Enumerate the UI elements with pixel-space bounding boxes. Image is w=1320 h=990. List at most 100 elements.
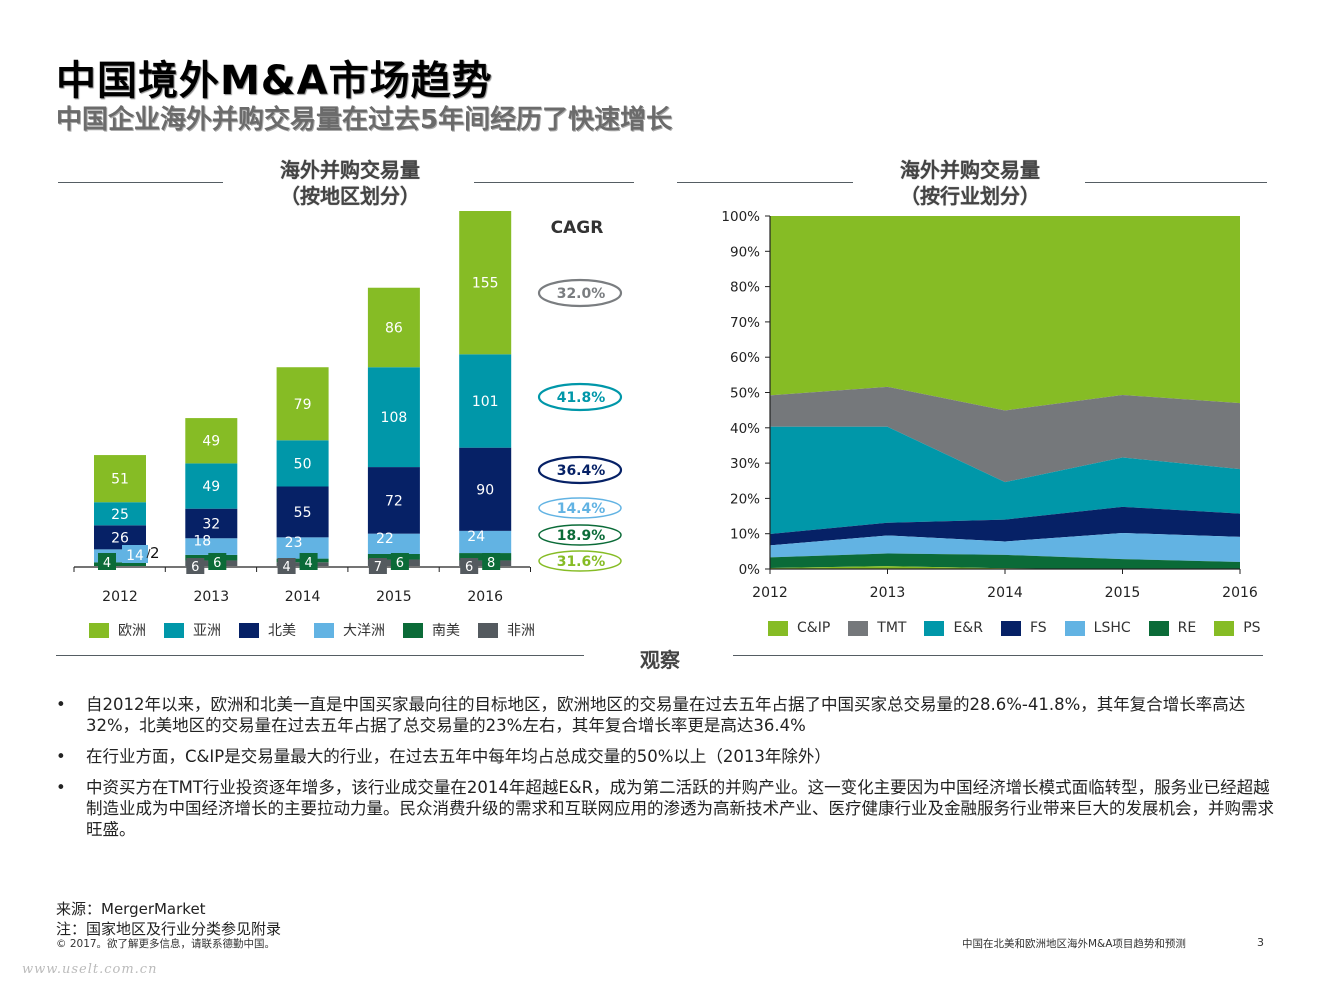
cagr-title: CAGR [551,218,604,238]
legend-swatch [164,622,184,638]
legend-swatch [478,622,498,638]
cagr-value: 41.8% [557,390,606,406]
bar-segment [367,533,420,554]
data-label: 50 [294,456,312,472]
legend-swatch [1000,620,1021,636]
data-label: 26 [111,530,129,546]
y-tick-label: 30% [730,456,760,472]
data-label-box [98,553,116,570]
area-chart-title-line2: （按行业划分） [900,184,1040,208]
bar-segment [185,418,238,464]
y-tick-label: 60% [730,350,760,366]
data-label: 51 [111,472,129,488]
cagr-ellipse [538,524,622,546]
bullet-icon: • [56,695,66,714]
legend-swatch [1064,620,1085,636]
observations-list: • 自2012年以来，欧洲和北美一直是中国买家最向往的目标地区，欧洲地区的交易量… [56,694,1276,850]
x-tick-label: 2012 [752,585,788,601]
legend-label: C&IP [797,620,831,636]
observation-text: 自2012年以来，欧洲和北美一直是中国买家最向往的目标地区，欧洲地区的交易量在过… [86,695,1246,735]
data-label: 6 [191,560,199,575]
x-tick-label: 2012 [102,589,138,605]
cagr-ellipse [537,278,623,308]
data-label: 49 [202,479,220,495]
legend-label: E&R [953,620,983,636]
legend-swatch [1214,620,1235,636]
y-tick-label: 10% [730,527,760,543]
data-label: 72 [385,493,403,509]
bullet-icon: • [56,747,66,766]
divider [677,182,853,183]
data-label: 6 [396,556,404,571]
y-tick-label: 70% [730,315,760,331]
data-label: 32 [202,516,220,532]
data-label: 49 [202,434,220,450]
legend-item: E&R [924,620,983,636]
data-label: 7 [374,560,382,575]
divider [56,655,584,656]
annotation-leader [146,548,151,559]
bar-chart-legend: 欧洲 亚洲 北美 大洋洲 南美 非洲 [89,620,553,640]
data-label-box [390,553,409,570]
y-tick-label: 40% [730,421,760,437]
cagr-value: 32.0% [557,286,606,302]
legend-label: 欧洲 [118,623,146,639]
observation-item: • 中资买方在TMT行业投资逐年增多，该行业成交量在2014年超越E&R，成为第… [56,777,1276,840]
observation-text: 中资买方在TMT行业投资逐年增多，该行业成交量在2014年超越E&R，成为第二活… [86,778,1274,839]
cagr-value: 36.4% [557,463,606,479]
legend-label: TMT [877,620,907,636]
y-tick-label: 50% [730,386,760,402]
bar-segment [276,440,329,487]
cagr-ellipse [537,455,623,485]
annotation-label: 2 [150,544,160,562]
area-chart: 0% 10% 20% 30% 40% 50% 60% 70% 80% 90% 100% 2012 201… [721,209,1258,601]
area-series-c-ip [770,216,1240,411]
data-label-box [277,558,296,574]
area-series-lshc [770,532,1240,562]
data-label: 55 [294,505,312,521]
x-tick-label: 2015 [376,589,412,605]
legend-item: 大洋洲 [314,620,385,640]
data-label: 86 [385,320,403,336]
area-chart-title-line1: 海外并购交易量 [900,158,1040,182]
legend-swatch [848,620,869,636]
divider [58,182,223,183]
bar-segment [459,354,512,448]
cagr-ellipse [538,497,622,519]
legend-item: 非洲 [478,620,535,640]
legend-item: FS [1000,620,1047,636]
copyright: © 2017。欲了解更多信息，请联系德勤中国。 [56,938,276,950]
bar-segment [367,287,420,368]
y-tick-label: 20% [730,491,760,507]
data-label: 4 [282,560,290,575]
x-tick-label: 2014 [285,589,321,605]
legend-item: PS [1214,620,1261,636]
data-label: 90 [476,482,494,498]
x-tick-label: 2015 [1105,585,1141,601]
legend-item: 南美 [403,620,460,640]
bar-segment [459,530,512,554]
x-tick-label: 2013 [870,585,906,601]
cagr-ellipse [537,382,623,412]
legend-label: 亚洲 [193,623,221,639]
data-label-box [368,558,387,574]
observations-heading: 观察 [640,648,680,672]
x-tick-label: 2014 [987,585,1023,601]
area-chart-legend: C&IP TMT E&R FS LSHC RE PS [768,620,1279,636]
data-label: 155 [472,276,499,292]
legend-label: LSHC [1093,620,1131,636]
bar-segment [367,367,420,468]
data-label: 101 [472,394,499,410]
y-tick-label: 90% [730,244,760,260]
data-label: 79 [294,397,312,413]
cagr-value: 18.9% [557,528,606,544]
bar-segment [185,508,238,539]
footnote: 注：国家地区及行业分类参见附录 [56,920,282,938]
data-label: 23 [285,535,303,551]
footer-doc-title: 中国在北美和欧洲地区海外M&A项目趋势和预测 [962,938,1186,950]
bar-segment [185,463,238,509]
area-series-fs [770,506,1240,546]
bar-segment [459,211,512,355]
data-label-box [299,553,318,570]
data-label: 22 [376,531,394,547]
